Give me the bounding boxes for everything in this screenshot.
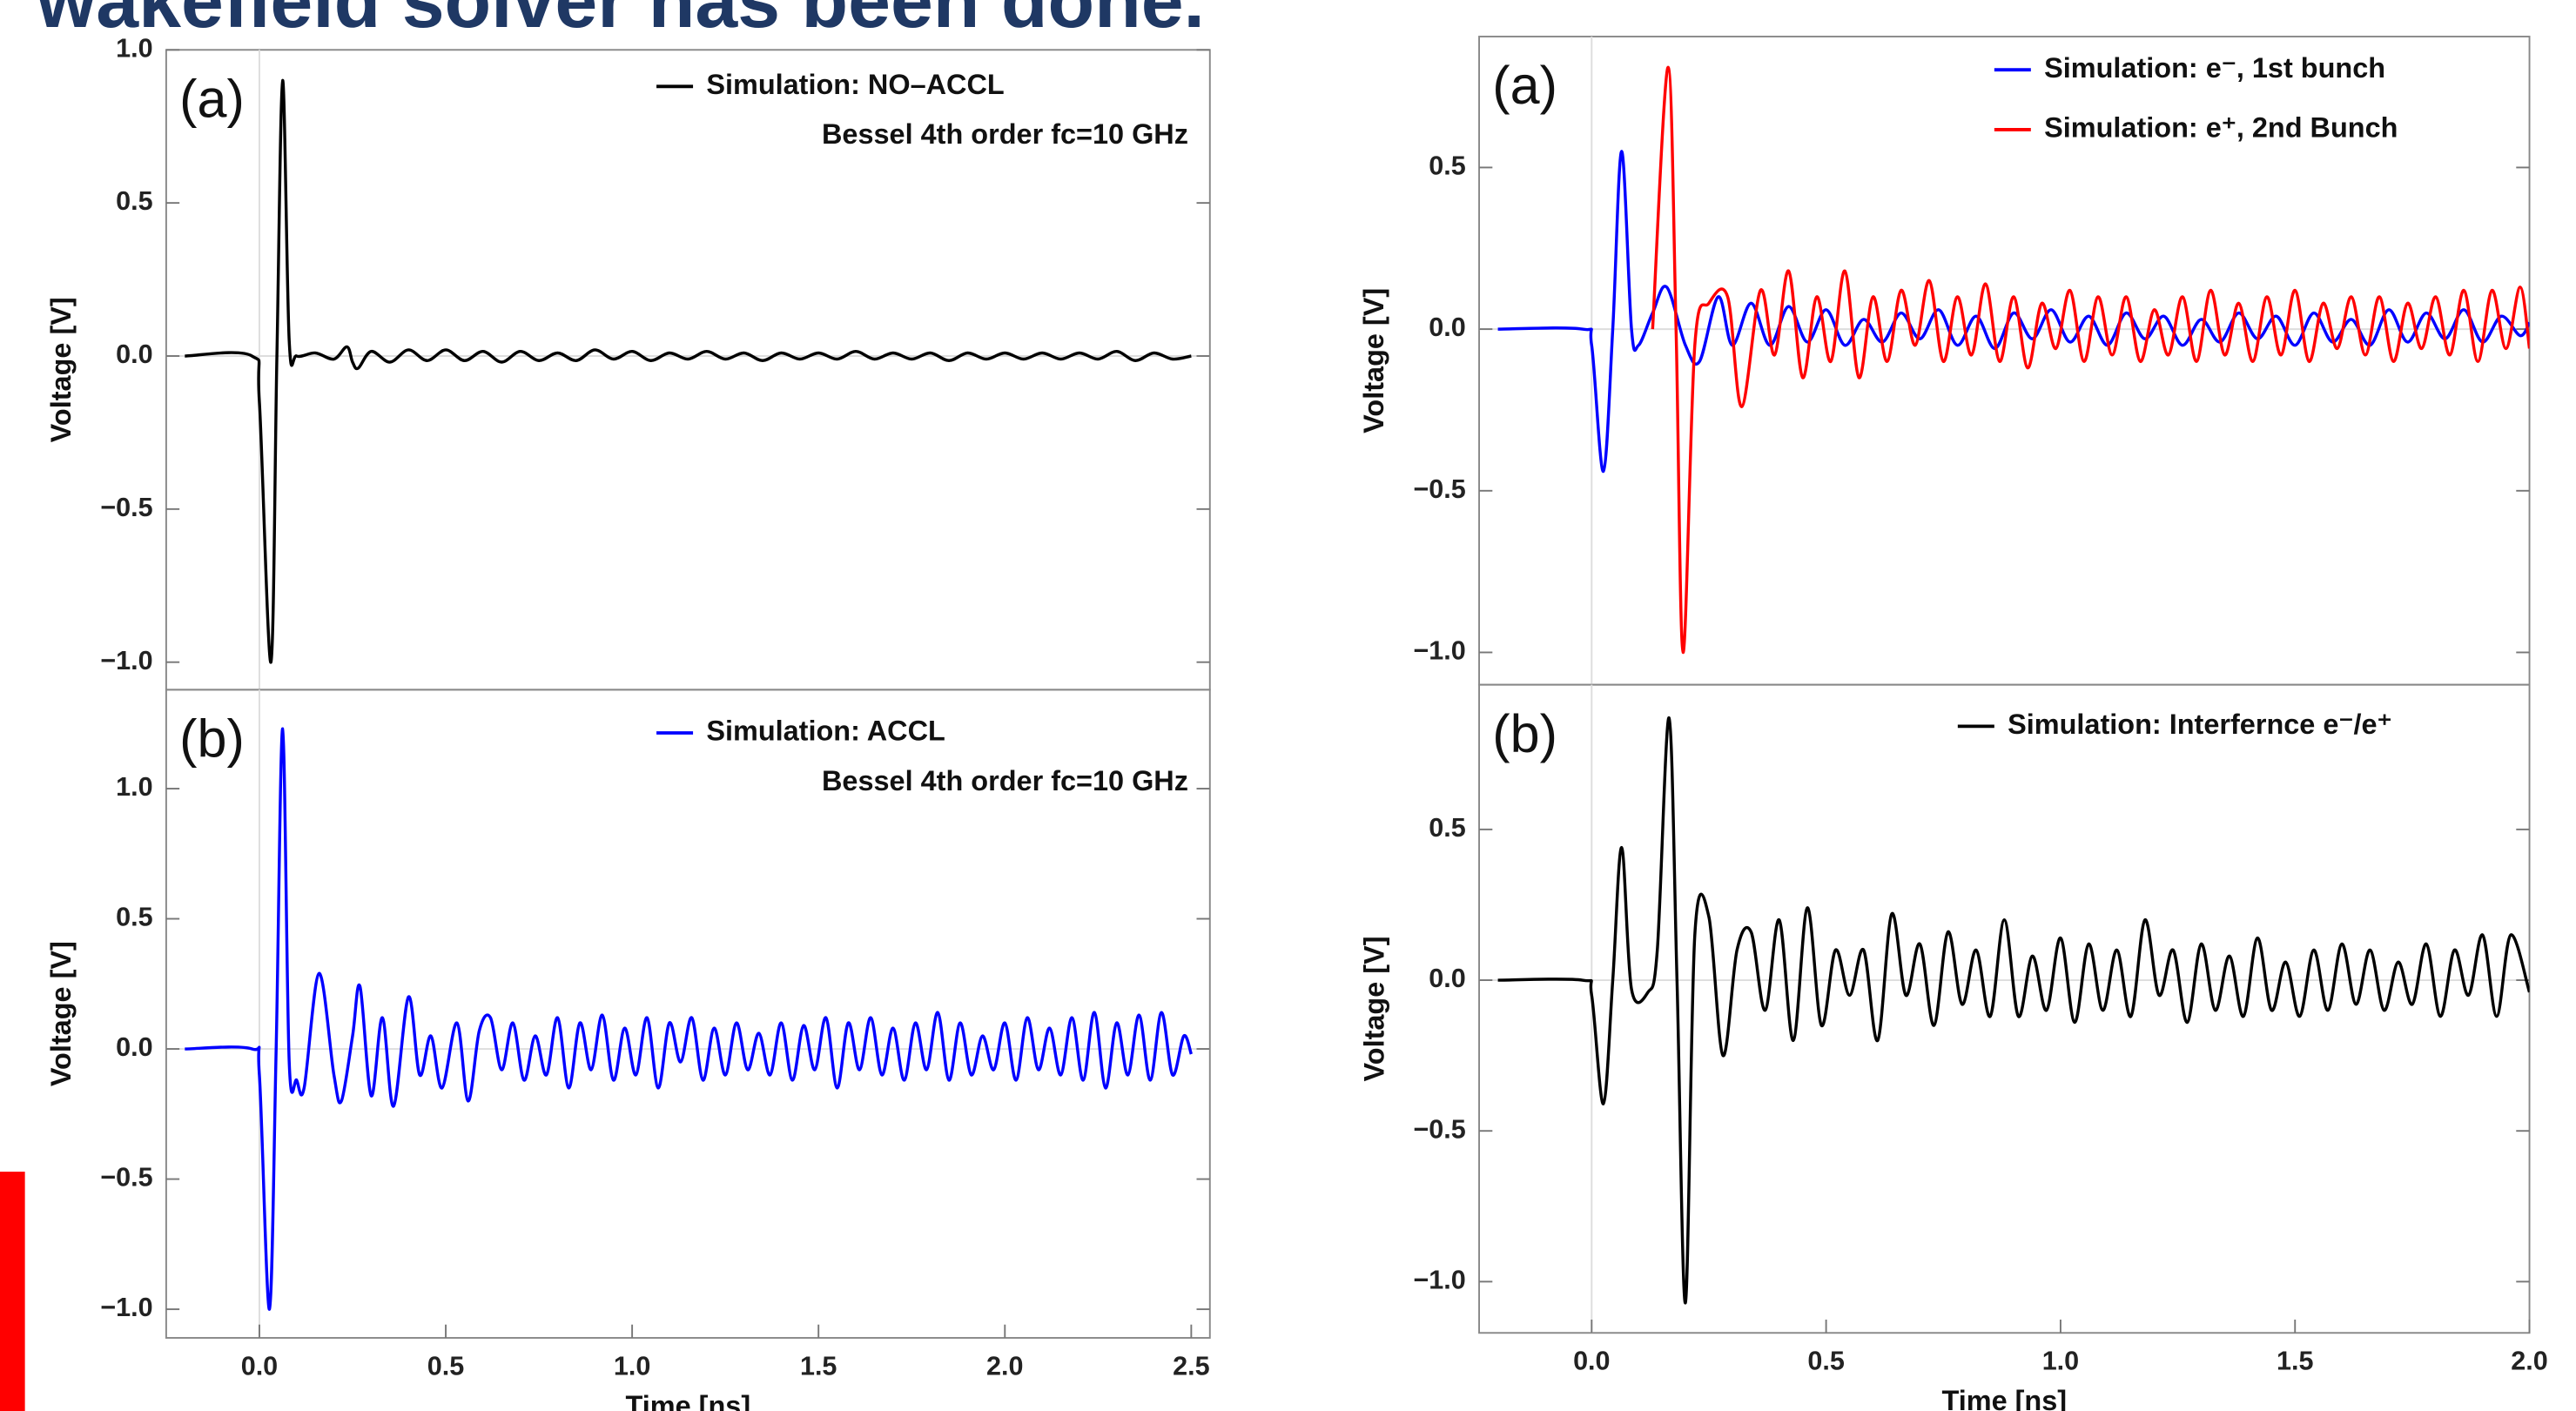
y-tick-label: 0.5 [1429,813,1465,843]
y-tick-label: −1.0 [100,646,152,675]
x-tick-label: 1.5 [2277,1347,2313,1376]
plot-frame [165,689,1211,1339]
y-axis-label: Voltage [V] [45,941,77,1086]
legend-label: Simulation: Interfernce e⁻/e⁺ [2008,709,2392,740]
y-tick-label: 1.0 [116,772,152,802]
x-tick-label: 2.0 [2511,1347,2547,1376]
x-axis-label: Time [ns] [1942,1385,2068,1411]
y-tick-label: 0.5 [116,186,152,216]
legend-note: Bessel 4th order fc=10 GHz [822,765,1188,796]
legend-label: Simulation: ACCL [706,716,945,747]
x-tick-label: 0.0 [241,1351,278,1381]
y-axis-label: Voltage [V] [1358,936,1389,1081]
data-line [1651,65,2530,655]
y-tick-label: 0.0 [1429,312,1465,342]
legend-label: Simulation: e⁻, 1st bunch [2044,52,2385,84]
y-tick-label: 0.0 [116,1032,152,1062]
x-tick-label: 0.5 [1807,1347,1844,1376]
panel-label: (b) [1492,704,1557,763]
slide-title: wakefield solver has been done. [36,0,1205,44]
y-tick-label: −0.5 [1413,1114,1465,1144]
y-tick-label: 0.0 [116,339,152,369]
x-tick-label: 2.0 [986,1351,1023,1381]
y-tick-label: −0.5 [1413,474,1465,504]
y-tick-label: −1.0 [1413,1265,1465,1294]
data-line [185,727,1194,1311]
plot-frame [1478,683,2531,1334]
y-tick-label: −0.5 [100,493,152,522]
legend-label: Simulation: NO–ACCL [706,69,1004,100]
panel-label: (a) [179,70,245,129]
y-tick-label: 0.5 [116,903,152,932]
x-tick-label: 0.5 [427,1351,464,1381]
y-tick-label: 0.0 [1429,964,1465,993]
x-tick-label: 1.0 [2042,1347,2079,1376]
x-tick-label: 1.0 [614,1351,650,1381]
y-tick-label: 1.0 [116,33,152,63]
accent-bar [0,1172,25,1411]
x-tick-label: 0.0 [1573,1347,1610,1376]
legend-label: Simulation: e⁺, 2nd Bunch [2044,112,2398,144]
y-tick-label: 0.5 [1429,151,1465,180]
x-axis-label: Time [ns] [626,1390,751,1411]
y-tick-label: −0.5 [100,1163,152,1193]
y-axis-label: Voltage [V] [45,297,77,442]
y-tick-label: −1.0 [100,1293,152,1322]
data-line [185,78,1192,664]
data-line [1497,716,2530,1305]
legend-note: Bessel 4th order fc=10 GHz [822,118,1188,150]
panel-label: (b) [179,709,245,769]
y-axis-label: Voltage [V] [1358,288,1389,433]
x-tick-label: 2.5 [1173,1351,1209,1381]
y-tick-label: −1.0 [1413,636,1465,666]
panel-label: (a) [1492,56,1557,115]
x-tick-label: 1.5 [800,1351,837,1381]
data-line [1497,150,2530,474]
